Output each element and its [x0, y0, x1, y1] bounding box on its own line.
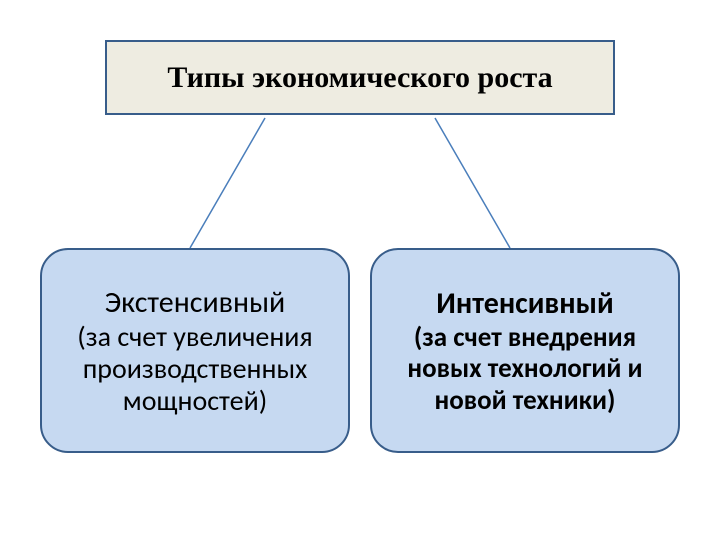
- left-box-subtitle: (за счет увеличения производственных мощ…: [50, 321, 340, 418]
- right-box-title: Интенсивный: [436, 285, 613, 322]
- right-box-subtitle: (за счет внедрения новых технологий и но…: [380, 322, 670, 415]
- left-box-title: Экстенсивный: [105, 284, 286, 321]
- connector-left: [190, 118, 265, 248]
- connector-right: [435, 118, 510, 248]
- left-box-extensive: Экстенсивный (за счет увеличения произво…: [40, 248, 350, 453]
- right-box-intensive: Интенсивный (за счет внедрения новых тех…: [370, 248, 680, 453]
